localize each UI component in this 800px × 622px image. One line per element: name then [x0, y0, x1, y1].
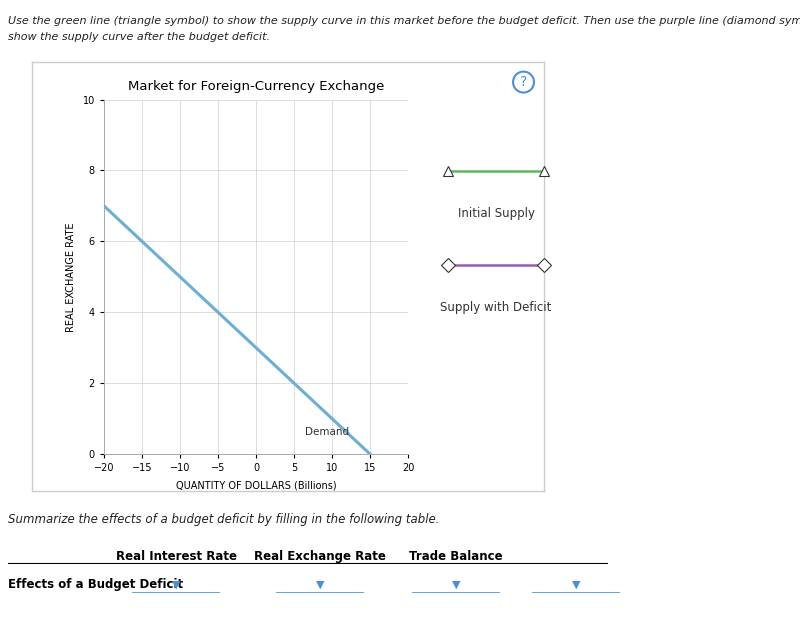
- Text: Effects of a Budget Deficit: Effects of a Budget Deficit: [8, 578, 183, 592]
- Text: Trade Balance: Trade Balance: [409, 550, 503, 564]
- Text: Real Interest Rate: Real Interest Rate: [115, 550, 237, 564]
- Text: Supply with Deficit: Supply with Deficit: [440, 301, 552, 314]
- Text: ▼: ▼: [172, 580, 180, 590]
- Text: Summarize the effects of a budget deficit by filling in the following table.: Summarize the effects of a budget defici…: [8, 513, 439, 526]
- Text: ▼: ▼: [452, 580, 460, 590]
- X-axis label: QUANTITY OF DOLLARS (Billions): QUANTITY OF DOLLARS (Billions): [176, 480, 336, 490]
- Text: Initial Supply: Initial Supply: [458, 207, 534, 220]
- Text: ▼: ▼: [572, 580, 580, 590]
- Text: Demand: Demand: [306, 427, 350, 437]
- Text: ▼: ▼: [316, 580, 324, 590]
- Text: Use the green line (triangle symbol) to show the supply curve in this market bef: Use the green line (triangle symbol) to …: [8, 16, 800, 26]
- Text: Real Exchange Rate: Real Exchange Rate: [254, 550, 386, 564]
- Text: ?: ?: [520, 75, 527, 89]
- Y-axis label: REAL EXCHANGE RATE: REAL EXCHANGE RATE: [66, 222, 76, 332]
- Title: Market for Foreign-Currency Exchange: Market for Foreign-Currency Exchange: [128, 80, 384, 93]
- Text: show the supply curve after the budget deficit.: show the supply curve after the budget d…: [8, 32, 270, 42]
